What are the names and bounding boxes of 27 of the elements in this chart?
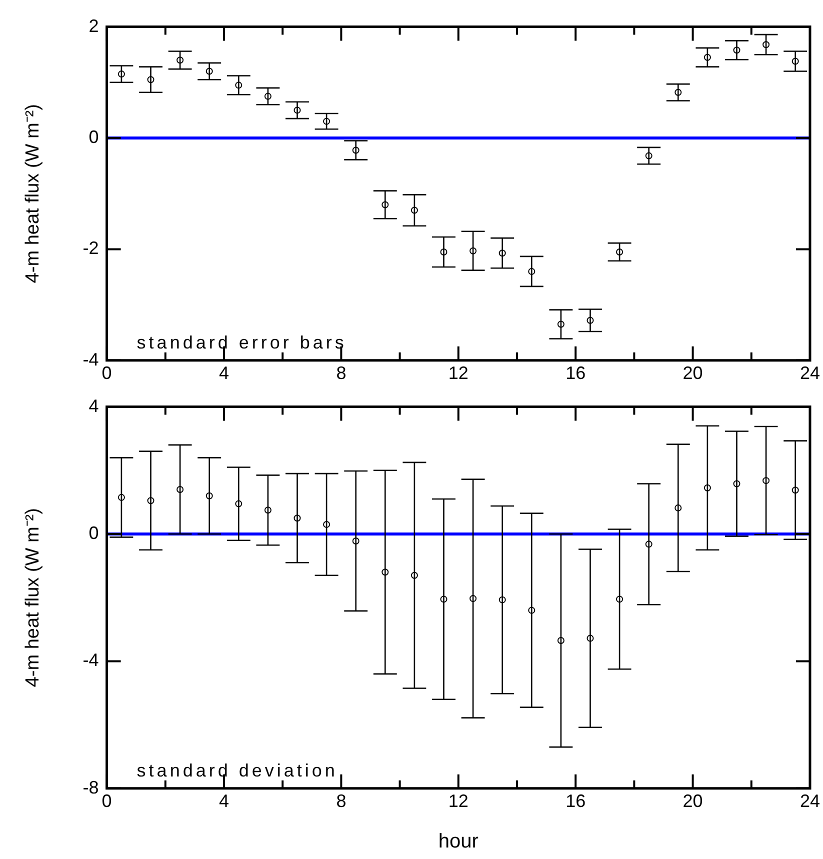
x-tick-label: 24 [800,363,820,384]
y-axis-title: 4-m heat flux (W m⁻²) [22,508,44,688]
x-tick-label: 4 [218,791,230,812]
x-tick-label: 24 [800,791,820,812]
y-tick-label: -2 [82,238,99,258]
y-tick-label: 2 [88,16,99,36]
x-tick-label: 12 [448,363,468,384]
x-tick-label: 16 [566,791,586,812]
x-tick-label: 0 [102,791,112,812]
x-tick-label: 8 [336,791,346,812]
annotation: standard deviation [136,760,338,780]
x-tick-label: 0 [102,363,112,384]
x-tick-label: 20 [682,363,703,384]
y-tick-label: -4 [82,650,99,670]
y-axis-title: 4-m heat flux (W m⁻²) [22,104,44,284]
x-tick-label: 16 [566,363,586,384]
annotation: standard error bars [136,332,347,352]
x-axis-title: hour [438,830,479,853]
y-tick-label: -4 [82,349,99,370]
x-tick-label: 8 [336,363,346,384]
y-tick-label: 4 [88,396,99,416]
y-tick-label: -8 [82,777,99,798]
x-tick-label: 4 [218,363,230,384]
x-tick-label: 20 [682,791,703,812]
x-tick-label: 12 [448,791,468,812]
y-tick-label: 0 [88,126,99,147]
y-tick-label: 0 [88,522,99,543]
